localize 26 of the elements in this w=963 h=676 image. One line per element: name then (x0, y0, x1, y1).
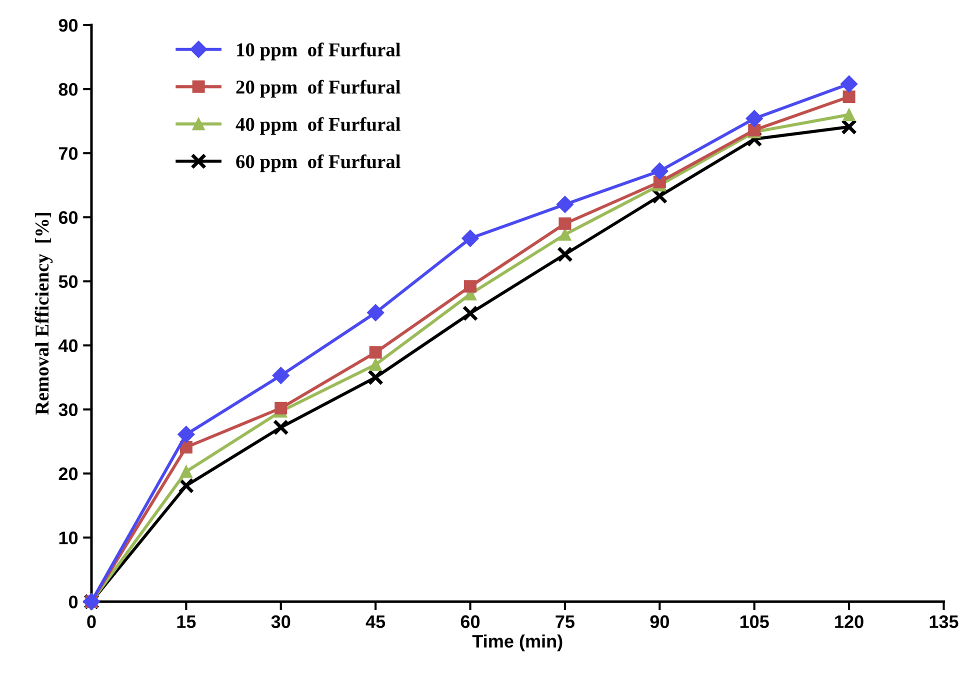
x-tick-label: 45 (366, 615, 386, 628)
x-tick-label: 90 (650, 615, 669, 628)
y-tick-label: 70 (58, 147, 78, 160)
x-tick-label: 105 (740, 615, 769, 628)
x-tick-label: 60 (460, 615, 480, 628)
x-axis-title: Time (min) (472, 634, 562, 652)
y-tick-label: 30 (58, 403, 78, 416)
legend-label: 60 ppm of Furfural (236, 154, 400, 172)
legend-label: 40 ppm of Furfural (236, 117, 400, 135)
x-tick-label: 75 (556, 615, 574, 628)
y-tick-label: 60 (58, 211, 78, 224)
legend-label: 10 ppm of Furfural (237, 42, 400, 60)
x-tick-label: 30 (271, 615, 290, 628)
x-tick-label: 0 (87, 615, 96, 628)
y-tick-label: 50 (58, 275, 78, 288)
x-tick-label: 135 (930, 615, 958, 628)
y-tick-label: 40 (58, 339, 78, 352)
y-axis-title: Removal Efficiency [%] (34, 212, 53, 415)
y-tick-label: 80 (58, 83, 78, 96)
y-tick-label: 90 (58, 18, 78, 32)
x-tick-label: 120 (835, 615, 864, 628)
legend-label: 20 ppm of Furfural (236, 80, 400, 98)
y-tick-label: 0 (68, 596, 78, 608)
y-tick-label: 10 (59, 532, 78, 544)
x-tick-label: 15 (177, 615, 196, 628)
y-tick-label: 20 (58, 467, 78, 480)
